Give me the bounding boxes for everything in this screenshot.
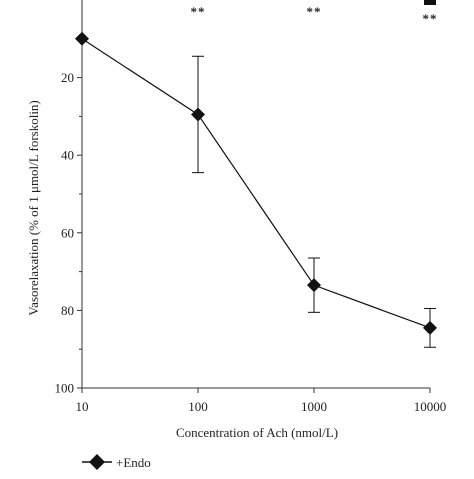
y-tick-label: 100 <box>55 381 75 396</box>
x-axis-title: Concentration of Ach (nmol/L) <box>176 425 338 440</box>
legend-marker <box>89 454 105 470</box>
significance-marker: ** <box>423 11 438 26</box>
annotations: ** ** ** <box>191 4 438 26</box>
x-tick-label: 10 <box>76 399 89 414</box>
axes <box>81 0 430 389</box>
y-tick-label: 20 <box>61 70 74 85</box>
y-tick-label: 60 <box>61 225 74 240</box>
data-point <box>75 31 89 46</box>
x-tick-label: 1000 <box>301 399 327 414</box>
y-axis-title: Vasorelaxation (% of 1 μmol/L forskolin) <box>26 100 41 316</box>
y-tick-label: 40 <box>61 148 74 163</box>
data-point <box>191 107 205 122</box>
x-tick-label: 100 <box>188 399 208 414</box>
significance-marker: ** <box>307 4 322 19</box>
series-line <box>81 38 431 329</box>
y-tick-label: 80 <box>61 303 74 318</box>
series <box>75 0 437 348</box>
significance-marker: ** <box>191 4 206 19</box>
data-point <box>423 320 437 335</box>
legend: +Endo <box>82 454 151 470</box>
legend-label: +Endo <box>116 455 151 470</box>
x-tick-label: 10000 <box>414 399 447 414</box>
data-point <box>424 0 436 5</box>
data-point <box>307 278 321 293</box>
